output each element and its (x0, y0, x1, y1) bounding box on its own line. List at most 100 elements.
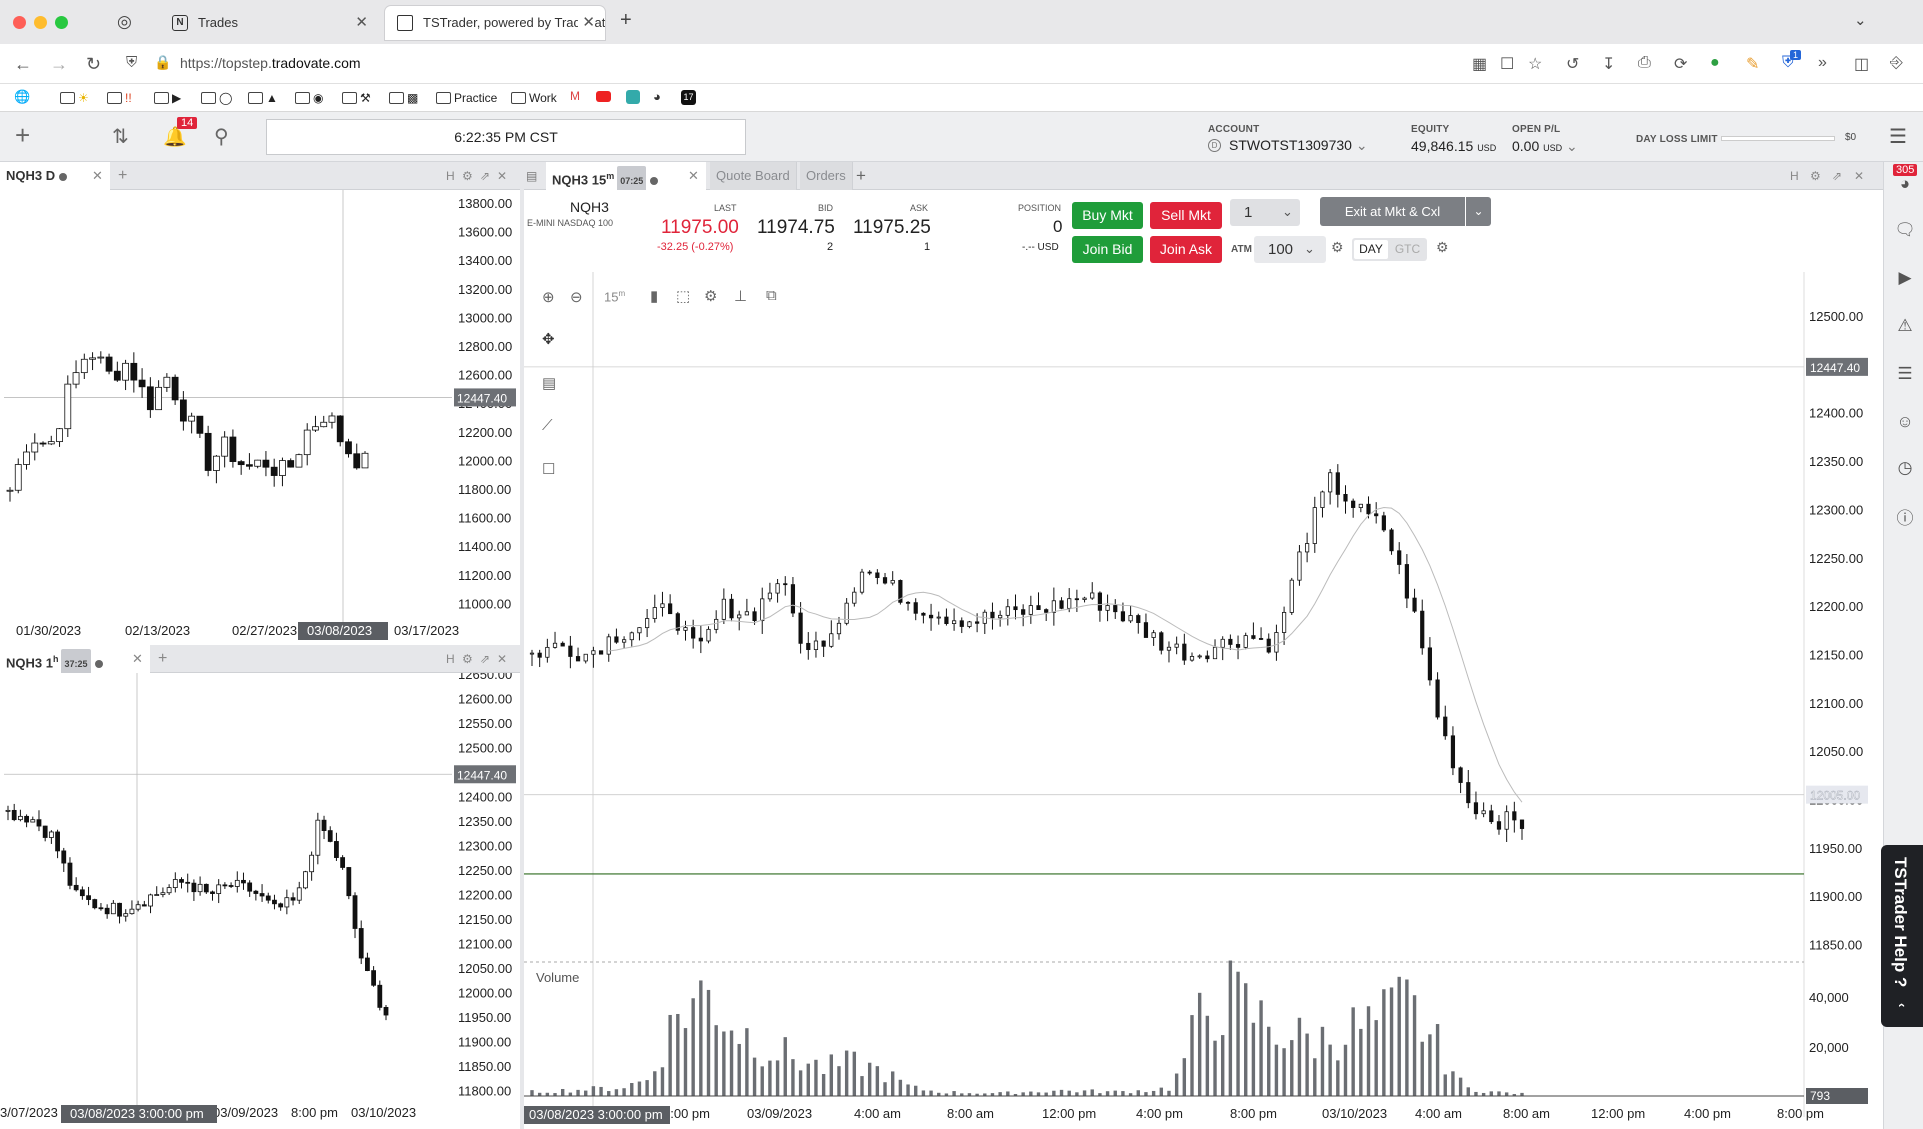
tab-nqh3-15m[interactable]: NQH3 15m 07:25 ✕ (546, 162, 706, 196)
tab-orders[interactable]: Orders (800, 162, 853, 190)
evernote-icon[interactable]: ● (1710, 54, 1720, 71)
gear-icon[interactable]: ⚙ (704, 288, 718, 305)
gear-icon[interactable]: ⚙ (1436, 239, 1449, 255)
join-bid-button[interactable]: Join Bid (1072, 236, 1143, 263)
browser-tab-trades[interactable]: N Trades ✕ (160, 6, 378, 40)
help-icon[interactable]: ⓘ (1896, 509, 1914, 528)
interval-button[interactable]: 15m (604, 289, 625, 304)
bookmark-folder[interactable]: !! (107, 90, 132, 106)
star-icon[interactable]: ☆ (1528, 56, 1543, 73)
pocket-icon[interactable]: ☐ (1500, 56, 1515, 73)
new-tab-button[interactable]: + (620, 9, 632, 31)
gauge-icon[interactable]: ◷ (1897, 458, 1913, 477)
puzzle-icon[interactable]: ◫ (1854, 56, 1870, 73)
bookmark-folder[interactable]: ◯ (201, 90, 232, 106)
gmail-icon[interactable]: M (570, 89, 580, 103)
main-chart[interactable]: 12500.0012450.0012400.0012350.0012300.00… (524, 272, 1883, 1129)
columns-icon[interactable]: ☰ (1897, 364, 1913, 383)
shield-icon[interactable]: ⛨ (126, 54, 138, 71)
tif-day-button[interactable]: DAY (1354, 240, 1388, 259)
download-icon[interactable]: ↧ (1602, 56, 1616, 73)
candles-icon[interactable]: ▮ (650, 288, 659, 305)
atm-select[interactable]: 100 ⌄ (1254, 236, 1326, 263)
h-icon[interactable]: H (446, 652, 455, 666)
selection-icon[interactable]: ⬚ (676, 288, 691, 305)
add-icon[interactable]: + (15, 120, 31, 150)
close-icon[interactable]: ✕ (92, 168, 103, 183)
add-tab-button[interactable]: + (158, 650, 168, 667)
tab-quote-board[interactable]: Quote Board (710, 162, 797, 190)
quantity-select[interactable]: 1 ⌄ (1230, 199, 1300, 226)
bell-icon[interactable]: 🔔 (163, 127, 187, 148)
zoom-in-icon[interactable]: ⊕ (542, 289, 555, 306)
transfer-arrows-icon[interactable]: ⇅ (112, 126, 129, 148)
add-tab-button[interactable]: + (118, 167, 128, 184)
bookmark-folder[interactable]: ▶ (154, 90, 181, 106)
speedometer-icon[interactable]: ◕ (1899, 174, 1911, 193)
qr-icon[interactable]: ▦ (1472, 56, 1488, 73)
tradingview-icon[interactable]: 17 (681, 90, 696, 105)
reload-icon[interactable]: ↻ (86, 54, 102, 74)
daily-chart[interactable]: 13800.00 13600.00 13400.00 13200.00 13000.00… (0, 190, 520, 640)
close-icon[interactable]: ✕ (578, 6, 595, 40)
chevrons-right-icon[interactable]: » (1818, 54, 1827, 71)
speed-icon[interactable]: ◕ (653, 89, 661, 104)
popout-icon[interactable]: ⇗ (480, 652, 491, 666)
layers-icon[interactable]: ⧉ (766, 287, 777, 304)
close-icon[interactable]: ✕ (355, 14, 368, 31)
back-icon[interactable]: ← (14, 54, 32, 74)
crosshair-icon[interactable]: ✥ (542, 331, 555, 348)
join-ask-button[interactable]: Join Ask (1150, 236, 1222, 263)
gear-icon[interactable]: ⚙ (462, 652, 473, 666)
tif-gtc-button[interactable]: GTC (1394, 242, 1421, 256)
warning-icon[interactable]: ⚠ (1897, 316, 1913, 335)
h-icon[interactable]: H (446, 169, 455, 183)
openpl-value[interactable]: 0.00 USD ⌄ (1512, 138, 1578, 154)
buy-mkt-button[interactable]: Buy Mkt (1072, 202, 1143, 229)
url-field[interactable]: https://topstep.tradovate.com (180, 55, 361, 71)
youtube-icon[interactable] (596, 91, 611, 102)
close-icon[interactable]: ✕ (497, 652, 508, 666)
bookmark-folder[interactable]: ◉ (295, 90, 323, 106)
bookmark-work[interactable]: Work (511, 90, 557, 106)
gear-icon[interactable]: ⚙ (1331, 239, 1344, 255)
bookmark-folder[interactable]: ▲ (248, 90, 278, 106)
chat-icon[interactable]: 🗨 (1894, 220, 1916, 239)
browser-tab-tstrader[interactable]: TSTrader, powered by Tradovate ✕ (385, 6, 605, 40)
h-icon[interactable]: H (1790, 169, 1799, 183)
popout-icon[interactable]: ⇗ (1832, 169, 1843, 183)
search-icon[interactable]: ⚲ (214, 126, 229, 148)
exit-menu-chevron-icon[interactable]: ⌄ (1466, 197, 1491, 226)
lock-icon[interactable]: 🔒 (154, 54, 172, 70)
close-icon[interactable]: ✕ (132, 651, 143, 666)
close-icon[interactable]: ✕ (497, 169, 508, 183)
gear-icon[interactable]: ⚙ (1810, 169, 1821, 183)
brush-icon[interactable]: ✎ (1746, 56, 1760, 73)
print-icon[interactable]: ⎙ (1638, 54, 1651, 71)
tab-nqh3-daily[interactable]: NQH3 D ✕ (0, 162, 110, 190)
globe-icon[interactable]: ◎ (117, 12, 132, 31)
zoom-window-button[interactable] (55, 16, 68, 29)
chatgpt-icon[interactable] (626, 90, 640, 104)
menu-icon[interactable]: ▤ (526, 169, 538, 183)
chevron-down-icon[interactable]: ⌄ (1854, 12, 1867, 29)
line-tool-icon[interactable]: ⟋ (542, 417, 553, 434)
bookmark-folder[interactable]: ⚒ (342, 90, 371, 106)
add-tab-button[interactable]: + (856, 166, 866, 185)
users-icon[interactable]: ☺ (1896, 412, 1914, 431)
exit-at-mkt-cxl-button[interactable]: Exit at Mkt & Cxl (1320, 197, 1465, 226)
help-tab[interactable]: TSTrader Help ? ‹ (1881, 845, 1923, 1027)
sell-mkt-button[interactable]: Sell Mkt (1150, 202, 1222, 229)
close-window-button[interactable] (13, 16, 26, 29)
chevron-left-icon[interactable]: ‹ (1895, 1003, 1910, 1008)
sliders-icon[interactable]: ☰ (1889, 126, 1907, 148)
bookmark-folder[interactable]: ▩ (389, 90, 418, 106)
hourly-chart[interactable]: 12650.0012600.0012550.0012500.0012450.00… (0, 673, 520, 1129)
zoom-out-icon[interactable]: ⊖ (570, 289, 583, 306)
tab-nqh3-1h[interactable]: NQH3 1h 37:25 ✕ (0, 645, 150, 679)
popout-icon[interactable]: ⇗ (480, 169, 491, 183)
bookmark-practice[interactable]: Practice (436, 90, 497, 106)
history-icon[interactable]: ↺ (1566, 56, 1580, 73)
gear-icon[interactable]: ⚙ (462, 169, 473, 183)
close-icon[interactable]: ✕ (688, 168, 699, 183)
